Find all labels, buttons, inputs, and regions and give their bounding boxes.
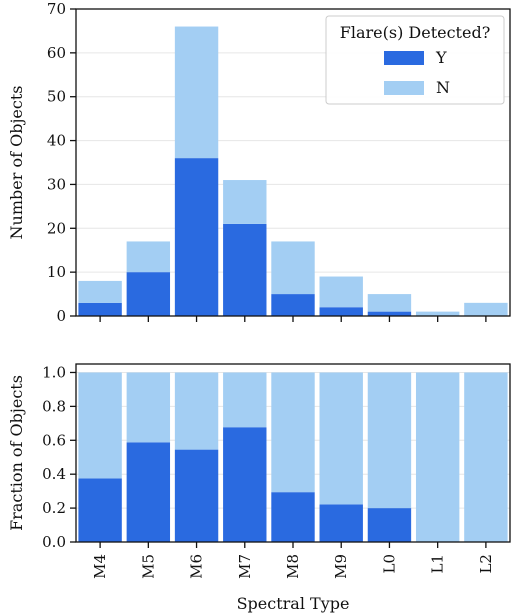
bar-detected-m9: [319, 307, 363, 316]
bar-not-detected-l1: [415, 311, 460, 316]
bar-not-detected-m6: [174, 372, 219, 450]
bar-detected-m4: [78, 302, 122, 316]
x-tick-label: M9: [332, 554, 350, 579]
legend-swatch-y: [384, 51, 424, 65]
bar-not-detected-m5: [126, 372, 171, 443]
bar-not-detected-m9: [319, 276, 363, 308]
bar-not-detected-m8: [271, 241, 315, 295]
x-tick-label: L0: [380, 554, 398, 574]
bar-not-detected-m4: [78, 280, 122, 303]
x-tick-label: L2: [477, 554, 495, 574]
bar-not-detected-m7: [223, 180, 267, 224]
x-tick-label: M6: [188, 554, 206, 579]
y-tick-label: 50: [47, 88, 66, 106]
y-tick-label: 0.2: [42, 499, 66, 517]
y-tick-label: 20: [47, 219, 66, 237]
top-y-axis-label: Number of Objects: [7, 86, 26, 240]
bar-detected-m8: [271, 492, 315, 542]
x-tick-label: M7: [236, 554, 254, 579]
bar-not-detected-m4: [78, 372, 122, 479]
legend-entry-n: N: [436, 78, 450, 97]
y-tick-label: 30: [47, 175, 66, 193]
top-bars: [78, 26, 508, 316]
top-y-ticks: 0 10 20 30 40 50 60 70: [47, 0, 76, 325]
legend: Flare(s) Detected? Y N: [325, 15, 505, 105]
bar-detected-l0: [367, 311, 412, 316]
bar-detected-m6: [174, 449, 219, 542]
legend-entry-y: Y: [435, 48, 447, 67]
bar-not-detected-m7: [223, 372, 267, 428]
x-tick-label: M5: [139, 554, 157, 579]
y-tick-label: 0.4: [42, 465, 66, 483]
y-tick-label: 40: [47, 132, 66, 150]
bar-detected-m7: [223, 223, 267, 316]
legend-title: Flare(s) Detected?: [340, 23, 491, 42]
y-tick-label: 1.0: [42, 363, 66, 381]
bar-detected-m8: [271, 294, 315, 316]
x-tick-label: L1: [429, 554, 447, 574]
bar-not-detected-m9: [319, 372, 363, 505]
bar-not-detected-l2: [464, 302, 508, 316]
bar-detected-m7: [223, 427, 267, 542]
y-tick-label: 0: [56, 307, 66, 325]
y-tick-label: 70: [47, 0, 66, 18]
bar-detected-m6: [174, 158, 219, 316]
x-tick-label: M4: [91, 554, 109, 579]
x-axis-label: Spectral Type: [237, 594, 350, 613]
bar-detected-m4: [78, 478, 122, 542]
y-tick-label: 60: [47, 44, 66, 62]
bottom-x-ticks: M4 M5 M6 M7 M8 M9 L0 L1 L2: [91, 542, 495, 579]
bar-not-detected-l1: [415, 372, 460, 542]
bottom-y-axis-label: Fraction of Objects: [7, 375, 26, 531]
legend-swatch-n: [384, 81, 424, 95]
bottom-bars: [78, 372, 508, 542]
bar-not-detected-m8: [271, 372, 315, 493]
bottom-y-ticks: 0.0 0.2 0.4 0.6 0.8 1.0: [42, 363, 76, 551]
top-x-ticks: [99, 316, 487, 322]
bar-not-detected-l0: [367, 372, 412, 509]
bar-not-detected-l2: [464, 372, 508, 542]
y-tick-label: 10: [47, 263, 66, 281]
y-tick-label: 0.6: [42, 431, 66, 449]
bar-detected-m9: [319, 504, 363, 542]
bar-detected-m5: [126, 442, 171, 542]
bar-detected-l0: [367, 508, 412, 542]
x-tick-label: M8: [284, 554, 302, 579]
y-tick-label: 0.0: [42, 533, 66, 551]
bar-not-detected-m5: [126, 241, 171, 273]
bar-not-detected-m6: [174, 26, 219, 159]
y-tick-label: 0.8: [42, 397, 66, 415]
bar-not-detected-l0: [367, 294, 412, 312]
bar-detected-m5: [126, 272, 171, 316]
